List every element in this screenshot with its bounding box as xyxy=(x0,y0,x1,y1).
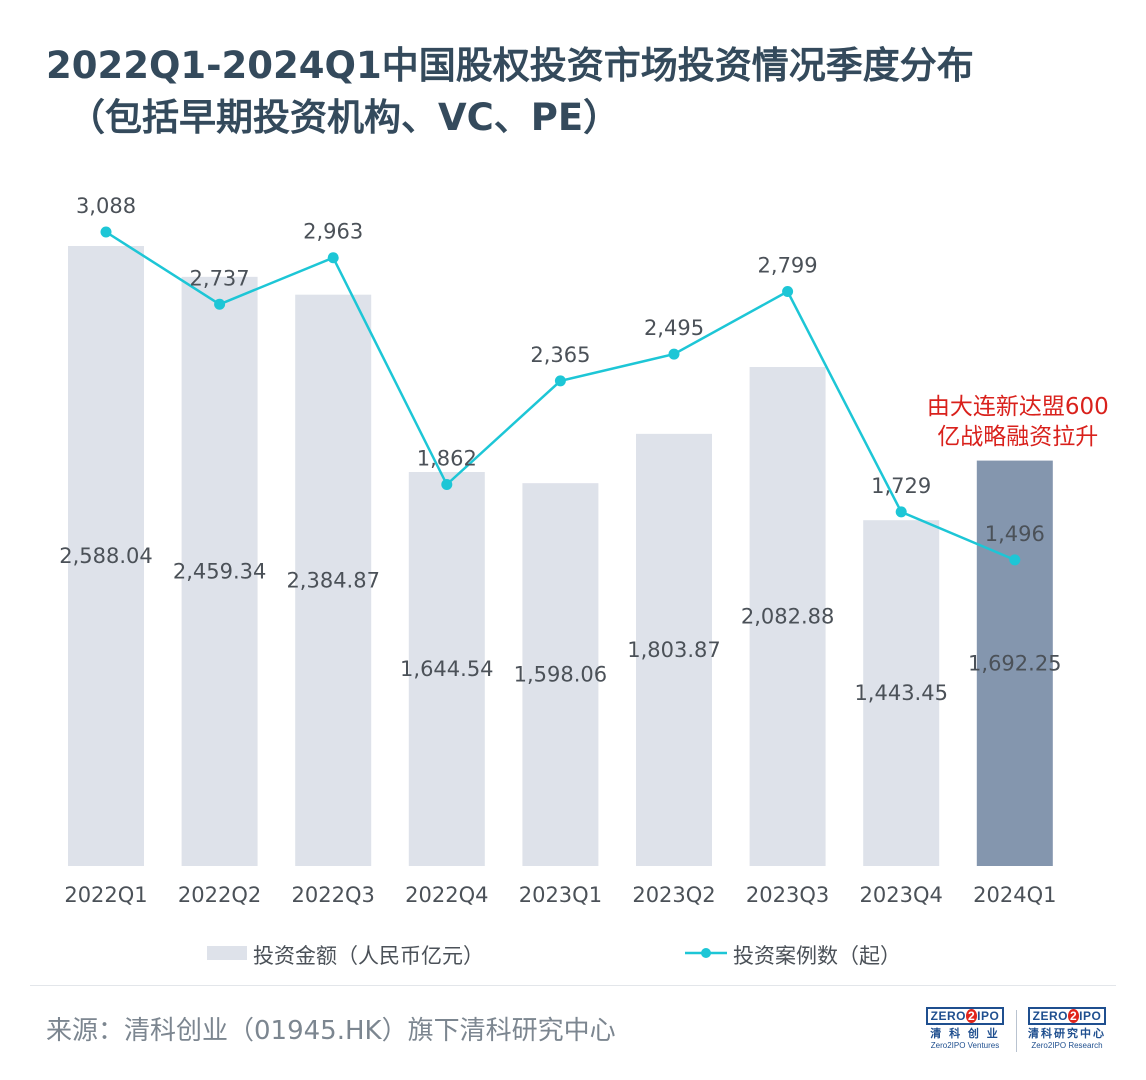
zero2ipo-research-logo: ZERO 2 IPO 清科研究中心 Zero2IPO Research xyxy=(1022,1005,1112,1057)
logo-divider xyxy=(1016,1010,1017,1052)
bars-group xyxy=(68,246,1053,867)
x-tick-2023Q4: 2023Q4 xyxy=(860,883,943,907)
zero2ipo-ventures-logo: ZERO 2 IPO 清 科 创 业 Zero2IPO Ventures xyxy=(920,1005,1010,1057)
chart-annotation: 由大连新达盟600 亿战略融资拉升 xyxy=(927,394,1109,450)
legend: 投资金额（人民币亿元） 投资案例数（起） xyxy=(207,944,901,968)
logo-badge-two: 2 xyxy=(965,1009,978,1023)
bar-2023Q3 xyxy=(749,367,826,866)
logo-en-text: Zero2IPO Ventures xyxy=(930,1041,1000,1050)
line-point-2023Q2 xyxy=(668,348,680,360)
line-point-2023Q4 xyxy=(895,506,907,518)
bar-value-label: 1,598.06 xyxy=(514,663,608,687)
logo-cn-text: 清科研究中心 xyxy=(1028,1027,1106,1040)
bar-value-label: 2,384.87 xyxy=(286,568,380,592)
bar-2022Q4 xyxy=(408,472,485,866)
logo-badge-left: ZERO xyxy=(1032,1009,1068,1023)
line-value-label: 1,496 xyxy=(985,522,1045,546)
line-value-label: 2,737 xyxy=(190,266,250,290)
logo-badge: ZERO 2 IPO xyxy=(1027,1007,1107,1025)
bar-value-label: 1,803.87 xyxy=(627,638,721,662)
annotation-line-1: 由大连新达盟600 xyxy=(927,394,1109,420)
bar-value-label: 2,082.88 xyxy=(741,605,835,629)
bar-value-label: 2,588.04 xyxy=(59,544,153,568)
bar-2022Q1 xyxy=(68,246,144,866)
bar-2023Q1 xyxy=(522,483,599,866)
x-axis-tick-labels: 2022Q1 2022Q2 2022Q3 2022Q4 2023Q1 2023Q2 2023… xyxy=(64,883,1056,907)
logo-en-text: Zero2IPO Research xyxy=(1031,1041,1103,1050)
legend-bar-swatch xyxy=(207,946,247,960)
x-tick-2023Q2: 2023Q2 xyxy=(632,883,715,907)
logo-badge-two: 2 xyxy=(1067,1009,1080,1023)
x-tick-2023Q3: 2023Q3 xyxy=(746,883,829,907)
chart: 2,588.04 2,459.34 2,384.87 1,644.54 1,598.06… xyxy=(59,194,1109,968)
chart-title: 2022Q1-2024Q1中国股权投资市场投资情况季度分布 （包括早期投资机构、… xyxy=(46,40,974,144)
footer-divider xyxy=(30,985,1116,986)
line-value-label: 1,729 xyxy=(871,474,931,498)
line-value-label: 1,862 xyxy=(417,447,477,471)
line-point-2022Q3 xyxy=(327,252,339,264)
x-tick-2022Q2: 2022Q2 xyxy=(178,883,261,907)
line-point-2024Q1 xyxy=(1009,554,1021,566)
line-point-2023Q3 xyxy=(782,286,794,298)
bar-2023Q2 xyxy=(636,433,712,866)
logo-badge-left: ZERO xyxy=(930,1009,966,1023)
line-point-2022Q2 xyxy=(214,298,226,310)
line-value-label: 2,495 xyxy=(644,316,704,340)
source-note: 来源：清科创业（01945.HK）旗下清科研究中心 xyxy=(46,1016,616,1046)
logo-cn-text: 清 科 创 业 xyxy=(930,1027,1000,1040)
bar-value-label: 1,644.54 xyxy=(400,657,494,681)
line-point-2023Q1 xyxy=(554,375,566,387)
line-value-label: 2,963 xyxy=(303,220,363,244)
bar-value-label: 1,692.25 xyxy=(968,651,1062,675)
x-tick-2022Q3: 2022Q3 xyxy=(292,883,375,907)
bar-2023Q4 xyxy=(863,520,940,866)
bar-2024Q1 xyxy=(976,460,1053,866)
line-point-2022Q1 xyxy=(100,226,112,238)
x-tick-2023Q1: 2023Q1 xyxy=(519,883,602,907)
x-tick-2024Q1: 2024Q1 xyxy=(973,883,1056,907)
legend-line-label: 投资案例数（起） xyxy=(733,944,901,968)
legend-line-marker xyxy=(701,948,711,958)
bar-value-label: 2,459.34 xyxy=(173,559,267,583)
annotation-line-2: 亿战略融资拉升 xyxy=(937,424,1098,450)
bar-value-label: 1,443.45 xyxy=(854,681,948,705)
chart-title-line2: （包括早期投资机构、VC、PE） xyxy=(68,96,621,139)
x-tick-2022Q1: 2022Q1 xyxy=(64,883,147,907)
logo-badge-right: IPO xyxy=(977,1009,1000,1023)
chart-title-line1: 2022Q1-2024Q1中国股权投资市场投资情况季度分布 xyxy=(46,44,974,87)
bar-2022Q2 xyxy=(181,276,258,867)
line-point-2022Q4 xyxy=(441,479,453,490)
line-value-label: 3,088 xyxy=(76,194,136,218)
logo-badge-right: IPO xyxy=(1079,1009,1102,1023)
legend-bar-label: 投资金额（人民币亿元） xyxy=(253,944,484,968)
logo-badge: ZERO 2 IPO xyxy=(925,1007,1005,1025)
line-value-label: 2,799 xyxy=(758,254,818,278)
line-series-group xyxy=(100,226,1021,566)
line-labels-group: 3,088 2,737 2,963 1,862 2,365 2,495 2,799 1,729… xyxy=(76,194,1045,546)
x-tick-2022Q4: 2022Q4 xyxy=(405,883,488,907)
line-value-label: 2,365 xyxy=(530,343,590,367)
bar-labels-group: 2,588.04 2,459.34 2,384.87 1,644.54 1,598.06… xyxy=(59,544,1061,705)
bar-2022Q3 xyxy=(295,294,372,866)
